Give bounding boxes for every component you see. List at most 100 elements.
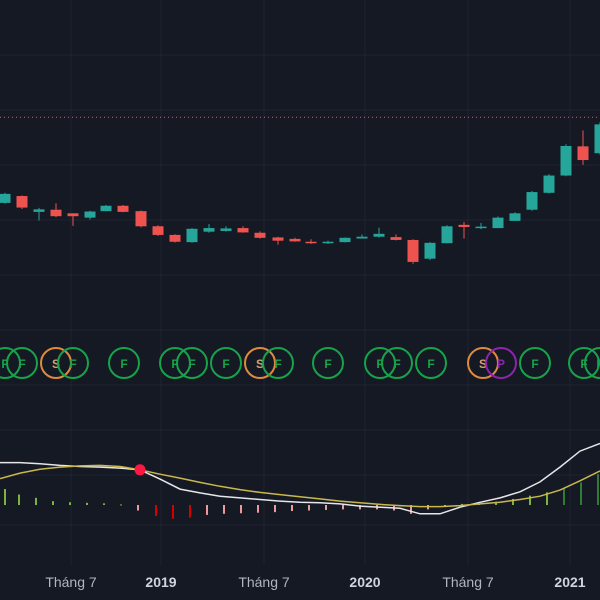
candle[interactable] — [220, 226, 232, 232]
candle[interactable] — [441, 225, 453, 244]
candle-body — [356, 236, 368, 239]
signal-marker[interactable]: P — [485, 347, 517, 379]
signal-marker[interactable]: F — [519, 347, 551, 379]
candle[interactable] — [0, 192, 11, 204]
candle[interactable] — [254, 231, 266, 239]
macd-histogram-bar — [563, 487, 565, 505]
candle[interactable] — [475, 223, 487, 230]
candle-body — [0, 193, 11, 203]
candle[interactable] — [16, 195, 28, 209]
macd-histogram-bar — [240, 505, 242, 514]
candle[interactable] — [100, 205, 112, 212]
candle[interactable] — [543, 174, 555, 194]
signal-marker-label: F — [222, 357, 229, 371]
signal-marker-label: F — [1, 357, 8, 371]
candle-body — [84, 211, 96, 218]
signal-pane[interactable]: FFSFFFFFSFFFFFSPFFF — [0, 347, 600, 379]
time-axis-label: Tháng 7 — [442, 574, 494, 590]
signal-marker-label: F — [427, 357, 434, 371]
candle[interactable] — [322, 240, 334, 244]
candle-body — [339, 237, 351, 243]
signal-marker-ring — [568, 347, 600, 379]
candle[interactable] — [356, 234, 368, 239]
candle[interactable] — [594, 122, 600, 155]
macd-histogram-bar — [69, 502, 71, 505]
macd-histogram-bar — [529, 495, 531, 505]
time-axis-label: 2020 — [349, 574, 380, 590]
candle-body — [560, 146, 572, 176]
candle[interactable] — [33, 207, 45, 221]
candle[interactable] — [117, 205, 129, 213]
signal-marker[interactable]: F — [176, 347, 208, 379]
signal-marker[interactable]: F — [584, 347, 600, 379]
candle[interactable] — [305, 239, 317, 244]
price-pane[interactable] — [0, 116, 600, 264]
candle-body — [526, 192, 538, 210]
candle[interactable] — [509, 212, 521, 221]
time-axis[interactable]: Tháng 7 2019 Tháng 7 2020 Tháng 7 2021 — [45, 574, 585, 590]
macd-histogram-bar — [4, 489, 6, 505]
signal-marker[interactable]: F — [312, 347, 344, 379]
candle[interactable] — [152, 225, 164, 236]
macd-pane[interactable] — [0, 442, 600, 519]
candle[interactable] — [203, 224, 215, 233]
signal-marker[interactable]: F — [0, 347, 21, 379]
signal-marker-ring — [6, 347, 38, 379]
candle[interactable] — [84, 210, 96, 220]
candle-body — [373, 233, 385, 237]
signal-marker[interactable]: F — [364, 347, 396, 379]
candle[interactable] — [577, 130, 589, 165]
candle[interactable] — [169, 234, 181, 243]
candle[interactable] — [186, 228, 198, 243]
signal-marker[interactable]: F — [57, 347, 89, 379]
candle-body — [441, 226, 453, 244]
macd-histogram-bar — [137, 505, 139, 511]
signal-marker-ring — [210, 347, 242, 379]
macd-histogram-bar — [223, 505, 225, 514]
candle[interactable] — [407, 239, 419, 264]
macd-histogram-bar — [461, 503, 463, 505]
signal-marker[interactable]: S — [467, 347, 499, 379]
candle[interactable] — [339, 237, 351, 243]
candle[interactable] — [373, 227, 385, 238]
signal-marker-label: F — [120, 357, 127, 371]
candle-body — [67, 213, 79, 217]
candle-body — [135, 211, 147, 227]
signal-marker[interactable]: F — [381, 347, 413, 379]
candle[interactable] — [492, 216, 504, 229]
candle-body — [186, 228, 198, 243]
signal-marker[interactable]: S — [40, 347, 72, 379]
signal-marker[interactable]: F — [159, 347, 191, 379]
signal-marker[interactable]: F — [262, 347, 294, 379]
signal-marker[interactable]: F — [210, 347, 242, 379]
macd-histogram-bar — [155, 505, 157, 516]
candle[interactable] — [237, 226, 249, 233]
candle[interactable] — [390, 234, 402, 241]
signal-marker-label: F — [596, 357, 600, 371]
macd-histogram-bar — [291, 505, 293, 512]
candle[interactable] — [458, 221, 470, 239]
candle[interactable] — [424, 242, 436, 261]
macd-signal-line — [0, 464, 600, 508]
signal-marker[interactable]: F — [415, 347, 447, 379]
signal-marker[interactable]: F — [568, 347, 600, 379]
candle[interactable] — [50, 203, 62, 218]
candle-body — [594, 124, 600, 154]
candle-body — [169, 234, 181, 242]
signal-marker-ring — [262, 347, 294, 379]
chart-grid — [0, 0, 600, 565]
candle[interactable] — [289, 237, 301, 242]
candle[interactable] — [67, 213, 79, 226]
signal-marker-ring — [108, 347, 140, 379]
signal-marker[interactable]: S — [244, 347, 276, 379]
candle[interactable] — [560, 144, 572, 177]
signal-marker-ring — [364, 347, 396, 379]
candle[interactable] — [526, 191, 538, 211]
signal-marker[interactable]: F — [108, 347, 140, 379]
signal-marker[interactable]: F — [6, 347, 38, 379]
candle[interactable] — [272, 236, 284, 245]
macd-histogram-bar — [359, 505, 361, 510]
candle[interactable] — [135, 210, 147, 228]
macd-histogram-bar — [342, 505, 344, 510]
